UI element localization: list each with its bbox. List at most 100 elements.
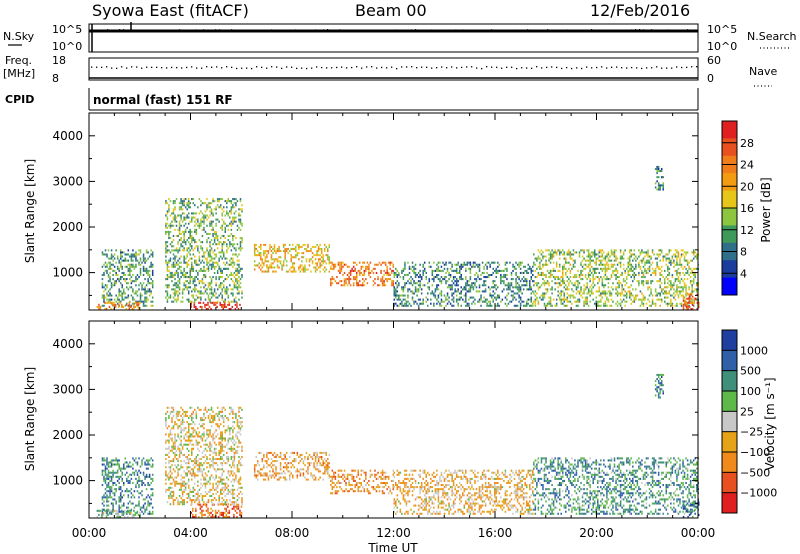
echo-cell	[137, 301, 140, 304]
echo-cell	[178, 286, 181, 289]
echo-cell	[543, 296, 546, 299]
echo-cell	[539, 251, 541, 254]
echo-cell	[343, 278, 346, 281]
echo-cell	[537, 300, 540, 303]
nsky-point	[695, 29, 697, 31]
echo-cell	[639, 259, 642, 262]
echo-cell	[495, 284, 498, 287]
echo-cell	[561, 265, 564, 268]
echo-cell	[172, 284, 175, 287]
echo-cell	[104, 479, 107, 482]
echo-cell	[227, 276, 230, 279]
echo-cell	[106, 271, 108, 274]
echo-cell	[121, 276, 124, 279]
echo-cell	[695, 255, 698, 258]
echo-cell	[674, 294, 677, 297]
echo-cell	[181, 208, 184, 211]
echo-cell	[192, 216, 195, 219]
echo-cell	[622, 298, 625, 301]
echo-cell	[455, 294, 458, 297]
echo-cell	[575, 300, 578, 303]
echo-cell	[683, 273, 686, 277]
echo-cell	[600, 292, 602, 295]
echo-cell	[169, 273, 172, 277]
echo-cell	[457, 302, 459, 305]
echo-cell	[241, 267, 243, 270]
echo-cell	[119, 492, 122, 495]
echo-cell	[201, 255, 204, 258]
echo-cell	[184, 216, 187, 219]
echo-cell	[106, 500, 108, 503]
echo-cell	[549, 296, 552, 299]
nsky-point	[639, 29, 641, 31]
echo-cell	[677, 296, 680, 299]
echo-cell	[645, 302, 648, 305]
echo-cell	[203, 286, 205, 289]
echo-cell	[241, 239, 243, 242]
echo-cell	[141, 286, 143, 289]
echo-cell	[169, 429, 172, 432]
echo-cell	[253, 250, 256, 253]
echo-cell	[145, 459, 148, 462]
echo-cell	[200, 222, 202, 225]
echo-cell	[549, 253, 552, 256]
nsky-point	[583, 30, 585, 33]
echo-cell	[680, 263, 683, 266]
echo-cell	[387, 261, 390, 264]
echo-cell	[663, 290, 666, 293]
echo-cell	[663, 292, 666, 295]
echo-cell	[168, 466, 170, 469]
echo-cell	[109, 492, 111, 495]
echo-cell	[691, 280, 693, 283]
echo-cell	[627, 261, 629, 264]
echo-cell	[171, 419, 173, 422]
echo-cell	[273, 247, 276, 251]
echo-cell	[578, 273, 581, 277]
echo-cell	[539, 267, 541, 270]
echo-cell	[180, 255, 182, 258]
echo-cell	[323, 270, 326, 273]
echo-cell	[317, 245, 320, 248]
echo-cell	[659, 273, 661, 277]
echo-cell	[211, 509, 214, 512]
echo-cell	[296, 243, 299, 246]
echo-cell	[586, 292, 588, 295]
echo-cell	[536, 257, 538, 260]
echo-cell	[537, 265, 540, 268]
echo-cell	[414, 267, 417, 270]
echo-cell	[583, 257, 585, 260]
echo-cell	[581, 255, 584, 258]
echo-cell	[183, 198, 185, 201]
echo-cell	[126, 490, 128, 493]
echo-cell	[227, 212, 230, 215]
echo-cell	[142, 504, 145, 507]
echo-cell	[657, 249, 660, 252]
echo-cell	[224, 241, 227, 244]
echo-cell	[187, 237, 190, 240]
echo-cell	[281, 266, 283, 269]
echo-cell	[145, 271, 148, 274]
echo-cell	[186, 298, 188, 301]
echo-cell	[498, 269, 501, 272]
echo-cell	[118, 475, 120, 478]
echo-cell	[522, 271, 525, 274]
echo-cell	[487, 276, 490, 279]
echo-cell	[619, 265, 622, 268]
echo-cell	[411, 269, 414, 272]
echo-cell	[192, 280, 195, 283]
echo-cell	[515, 282, 517, 285]
echo-cell	[506, 304, 508, 307]
echo-cell	[174, 464, 176, 467]
echo-cell	[210, 208, 213, 211]
echo-cell	[589, 263, 591, 266]
nave-point	[396, 67, 398, 70]
nave-point	[416, 67, 418, 69]
echo-cell	[284, 258, 286, 261]
echo-cell	[195, 513, 197, 516]
echo-cell	[110, 284, 113, 287]
echo-cell	[677, 253, 680, 256]
echo-cell	[466, 304, 469, 307]
nave-point	[226, 66, 228, 68]
echo-cell	[575, 251, 578, 254]
echo-cell	[270, 254, 273, 257]
